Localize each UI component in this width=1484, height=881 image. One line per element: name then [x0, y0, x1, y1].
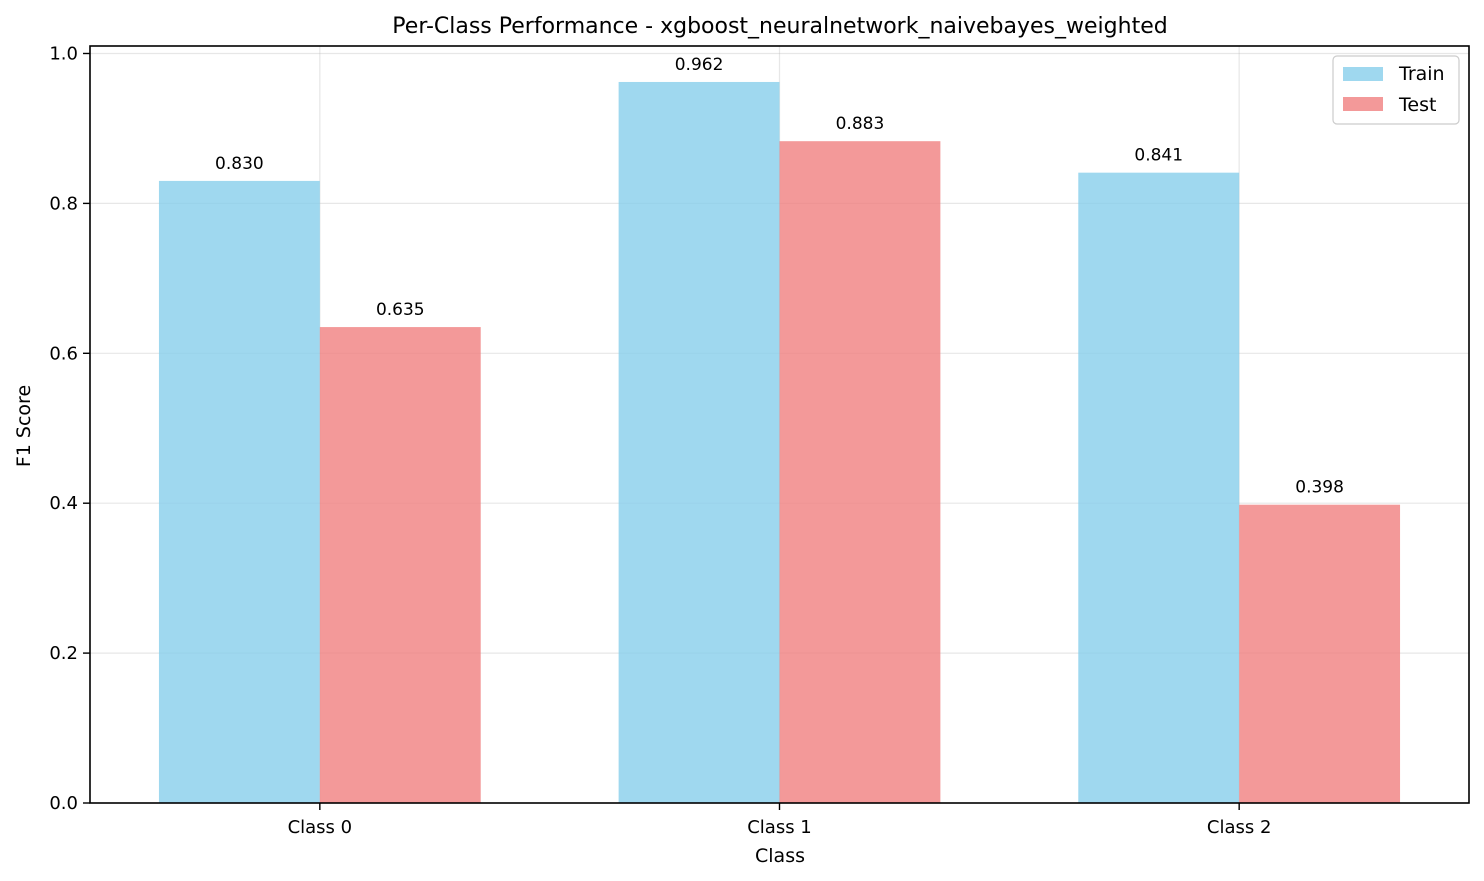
legend: Train Test — [1332, 55, 1460, 125]
y-tick-label: 0.8 — [49, 193, 78, 214]
x-tick-label: Class 0 — [288, 817, 353, 838]
data-label-test: 0.883 — [836, 114, 885, 134]
bar-test — [319, 327, 481, 803]
x-tick-label: Class 2 — [1207, 817, 1272, 838]
y-tick-label: 0.2 — [49, 643, 78, 664]
bar-train — [158, 180, 320, 803]
x-tick-label: Class 1 — [747, 817, 812, 838]
y-axis-label: F1 Score — [13, 385, 35, 467]
legend-label-train: Train — [1398, 63, 1445, 85]
legend-swatch-test — [1343, 97, 1383, 111]
data-label-train: 0.830 — [215, 154, 264, 174]
bar-test — [779, 141, 941, 803]
legend-label-test: Test — [1398, 94, 1436, 116]
labels-layer: 0.830 0.962 0.841 0.635 0.883 0.398 — [215, 55, 1344, 498]
legend-swatch-train — [1343, 67, 1383, 81]
bar-train — [1078, 172, 1240, 804]
y-tick-label: 0.4 — [49, 493, 78, 514]
data-label-train: 0.841 — [1134, 146, 1183, 166]
x-axis-label: Class — [755, 845, 805, 867]
y-tick-label: 1.0 — [49, 43, 78, 64]
y-tick-label: 0.0 — [49, 793, 78, 814]
ticks-layer: 0.0 0.2 0.4 0.6 0.8 1.0 Class 0 Class 1 Class 2 — [49, 43, 1271, 838]
data-label-test: 0.398 — [1295, 478, 1344, 498]
y-tick-label: 0.6 — [49, 343, 78, 364]
bar-test — [1239, 504, 1401, 803]
data-label-train: 0.962 — [675, 55, 724, 75]
chart-title: Per-Class Performance - xgboost_neuralne… — [392, 14, 1167, 39]
data-label-test: 0.635 — [376, 300, 425, 320]
bar-train — [618, 81, 780, 803]
bars-layer — [158, 81, 1401, 804]
